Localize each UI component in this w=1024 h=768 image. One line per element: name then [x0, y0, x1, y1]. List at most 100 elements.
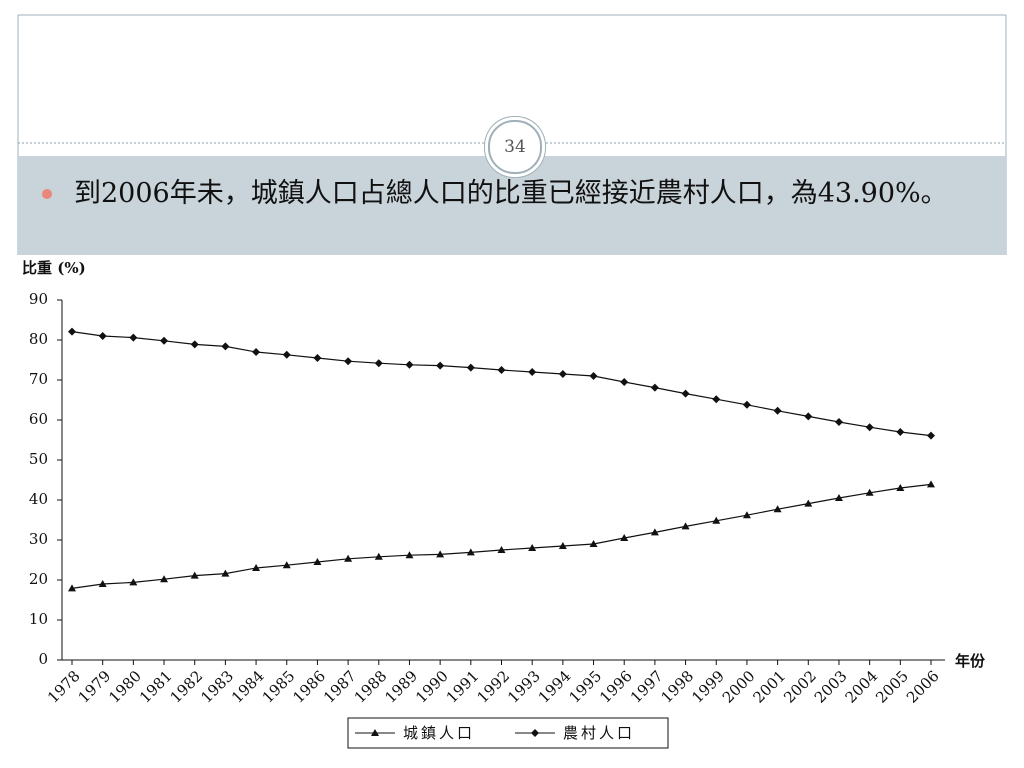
point: [558, 370, 567, 378]
point: [405, 360, 414, 369]
x-tick-label: 1991: [443, 667, 483, 707]
legend-box: [347, 717, 669, 749]
x-tick-label: 1980: [105, 667, 145, 707]
point: [160, 336, 169, 345]
point: [374, 359, 383, 368]
x-tick-label: 2004: [842, 667, 882, 707]
x-tick-label: 1981: [136, 667, 176, 707]
point: [927, 431, 935, 440]
y-tick-label: 50: [29, 450, 48, 468]
point: [98, 580, 107, 587]
point: [190, 571, 199, 579]
x-tick-label: 2000: [719, 667, 759, 707]
point: [344, 554, 353, 562]
point: [129, 578, 138, 586]
point: [436, 361, 445, 370]
point: [374, 552, 383, 560]
x-tick-label: 1987: [320, 667, 360, 707]
point: [221, 342, 230, 351]
point: [620, 378, 629, 386]
point: [650, 383, 659, 392]
x-tick-label: 2001: [750, 667, 790, 707]
point: [160, 575, 169, 583]
point: [528, 368, 537, 376]
point: [68, 327, 76, 336]
point: [436, 550, 445, 558]
point: [650, 528, 659, 536]
x-tick-label: 1983: [197, 667, 237, 707]
y-tick-label: 20: [29, 570, 48, 588]
point: [405, 551, 414, 559]
point: [742, 511, 751, 519]
point: [282, 561, 291, 569]
bullet-text: 到2006年未，城鎮人口占總人口的比重已經接近農村人口，為43.90%。: [74, 178, 948, 209]
x-tick-label: 1994: [535, 667, 575, 707]
x-tick-label: 1992: [473, 667, 513, 707]
point: [98, 332, 107, 340]
y-tick-label: 80: [29, 330, 48, 348]
point: [620, 534, 629, 541]
y-tick-label: 30: [29, 530, 48, 548]
point: [712, 395, 721, 404]
point: [589, 540, 598, 547]
point: [773, 505, 782, 513]
x-tick-label: 1984: [228, 667, 268, 707]
point: [528, 544, 537, 551]
point: [896, 484, 905, 491]
y-tick-label: 10: [29, 610, 48, 628]
x-tick-label: 1985: [259, 667, 299, 707]
point: [773, 406, 782, 415]
x-axis-label: 年份: [955, 652, 986, 670]
point: [497, 366, 506, 374]
point: [927, 480, 935, 488]
point: [681, 522, 690, 530]
x-tick-label: 1996: [596, 667, 636, 707]
x-tick-label: 1995: [565, 667, 605, 707]
point: [68, 584, 76, 592]
x-tick-label: 1990: [412, 667, 452, 707]
point: [313, 558, 322, 565]
point: [896, 428, 905, 436]
legend: 城鎮人口 農村人口: [347, 717, 669, 749]
slide-number: 34: [488, 120, 542, 174]
x-tick-label: 2003: [811, 667, 851, 707]
point: [558, 542, 567, 549]
x-tick-label: 1989: [381, 667, 421, 707]
point: [865, 488, 874, 496]
x-tick-label: 1999: [688, 667, 728, 707]
x-tick-label: 1979: [75, 667, 115, 707]
x-tick-label: 1982: [167, 667, 207, 707]
legend-label: 城鎮人口: [403, 724, 475, 742]
x-tick-label: 2006: [903, 667, 943, 707]
x-tick-label: 1993: [504, 667, 544, 707]
y-tick-label: 40: [29, 490, 48, 508]
bullet-dot: [42, 189, 52, 199]
x-tick-label: 1998: [657, 667, 697, 707]
point: [282, 350, 291, 359]
y-tick-label: 60: [29, 410, 48, 428]
point: [742, 400, 751, 409]
series-line: [71, 331, 932, 437]
y-axis-label: 比重 (%): [22, 259, 86, 277]
point: [497, 546, 506, 553]
x-tick-label: 2002: [780, 667, 820, 707]
point: [834, 494, 843, 501]
x-tick-label: 1986: [289, 667, 329, 707]
point: [681, 389, 690, 398]
point: [712, 516, 721, 524]
point: [804, 412, 813, 421]
point: [466, 363, 475, 372]
point: [252, 564, 261, 571]
series-line: [71, 483, 932, 589]
x-tick-label: 1978: [44, 667, 84, 707]
y-tick-label: 70: [29, 370, 48, 388]
point: [466, 548, 475, 556]
legend-marker: [371, 729, 379, 736]
point: [804, 499, 813, 507]
point: [252, 348, 261, 356]
legend-label: 農村人口: [563, 724, 635, 742]
point: [221, 569, 230, 577]
x-tick-label: 1997: [627, 667, 667, 707]
